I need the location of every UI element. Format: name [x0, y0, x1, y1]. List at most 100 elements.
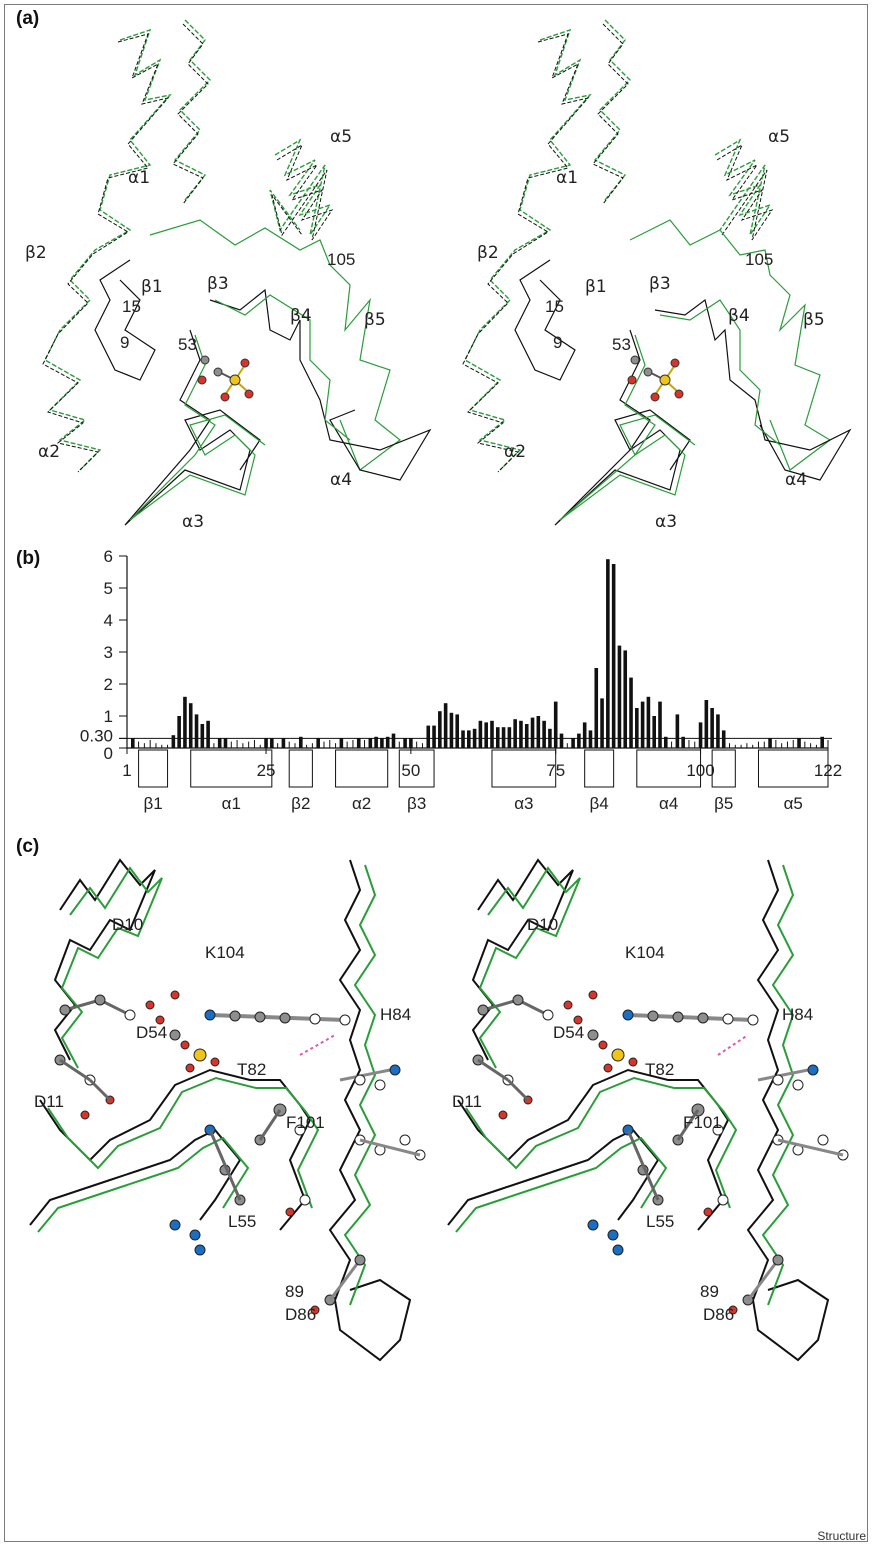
label-res-105: 105: [327, 250, 356, 269]
label-alpha5: α5: [768, 127, 791, 147]
label-L55: L55: [646, 1212, 675, 1231]
label-beta3: β3: [207, 274, 229, 294]
bar: [206, 720, 210, 748]
bar: [281, 738, 286, 748]
bar: [704, 700, 709, 748]
bar: [461, 730, 465, 748]
label-D54: D54: [136, 1023, 168, 1042]
label-alpha1: α1: [556, 168, 579, 188]
bar: [385, 736, 390, 748]
ss-element-label: β1: [143, 794, 162, 813]
bar: [663, 736, 668, 748]
label-alpha4: α4: [330, 470, 353, 490]
label-res-53: 53: [612, 335, 631, 354]
bar: [130, 738, 135, 748]
label-res-89: 89: [700, 1282, 719, 1301]
ss-element-label: β3: [407, 794, 426, 813]
bar: [223, 738, 228, 748]
y-tick-label: 0: [104, 744, 113, 763]
bar: [356, 738, 361, 748]
bar: [553, 701, 558, 748]
bar: [768, 738, 772, 748]
bar: [658, 701, 662, 748]
bar: [606, 559, 610, 748]
y-tick-label: 0.30: [80, 726, 113, 745]
x-tick-label: 25: [257, 761, 276, 780]
label-alpha4: α4: [785, 470, 808, 490]
label-beta1: β1: [585, 277, 607, 297]
ss-element-label: α1: [222, 794, 241, 813]
label-F101: F101: [286, 1113, 325, 1132]
label-res-53: 53: [178, 335, 197, 354]
bar: [467, 730, 471, 748]
label-alpha5: α5: [330, 127, 353, 147]
bar: [721, 730, 726, 748]
label-K104: K104: [625, 943, 665, 962]
bar: [577, 733, 581, 748]
bar: [640, 701, 645, 748]
label-K104: K104: [205, 943, 245, 962]
label-res-9: 9: [120, 333, 130, 352]
bar: [548, 728, 552, 748]
ss-element-box: [636, 749, 702, 788]
y-tick-label: 4: [104, 611, 113, 630]
bar: [542, 720, 546, 748]
bar: [675, 714, 680, 748]
bar: [519, 720, 523, 748]
bar: [403, 738, 407, 748]
ss-element-box: [335, 749, 389, 788]
label-D10: D10: [527, 915, 559, 934]
bar: [490, 720, 494, 748]
label-res-15: 15: [545, 297, 564, 316]
label-alpha3: α3: [182, 512, 205, 532]
bar: [443, 703, 448, 748]
label-L55: L55: [228, 1212, 257, 1231]
bar: [513, 719, 517, 748]
bar: [368, 738, 373, 748]
stereo-left-view: [29, 858, 426, 1362]
bar: [611, 564, 616, 748]
bar: [339, 738, 344, 748]
ss-element-box: [491, 749, 557, 788]
label-beta1: β1: [141, 277, 163, 297]
bar: [472, 728, 477, 748]
bar: [391, 733, 396, 748]
label-T82: T82: [645, 1060, 675, 1079]
label-res-89: 89: [285, 1282, 304, 1301]
label-T82: T82: [237, 1060, 267, 1079]
bar: [797, 738, 801, 748]
secondary-structure-track: β1 α1 β2 α2 β3 α3 β4 α4 β5 α5: [138, 749, 829, 813]
ss-element-box: [190, 749, 273, 788]
bar: [432, 725, 436, 748]
x-tick-label: 50: [401, 761, 420, 780]
bar: [449, 712, 454, 748]
bar: [200, 724, 205, 748]
label-res-9: 9: [553, 333, 563, 352]
bar: [617, 645, 622, 748]
panel-a-label: (a): [16, 8, 40, 29]
label-D10: D10: [112, 915, 144, 934]
bar: [270, 738, 274, 748]
panel-a-stereo-backbone: [42, 19, 852, 526]
label-beta3: β3: [649, 274, 671, 294]
y-tick-label: 1: [104, 707, 113, 726]
bar: [374, 736, 378, 748]
bar: [188, 703, 193, 748]
ligand-icon: [627, 355, 684, 402]
bar: [194, 714, 199, 748]
bar: [594, 668, 599, 748]
bar: [316, 738, 320, 748]
bar: [635, 708, 639, 748]
bar: [495, 727, 500, 748]
bar: [681, 736, 685, 748]
ss-element-label: α5: [784, 794, 803, 813]
label-D11: D11: [34, 1092, 64, 1111]
ss-element-label: β2: [291, 794, 310, 813]
bar: [698, 722, 703, 748]
label-beta4: β4: [290, 306, 312, 326]
bar: [183, 696, 187, 748]
label-alpha1: α1: [128, 168, 151, 188]
bar: [501, 727, 506, 748]
y-tick-label: 5: [104, 579, 113, 598]
